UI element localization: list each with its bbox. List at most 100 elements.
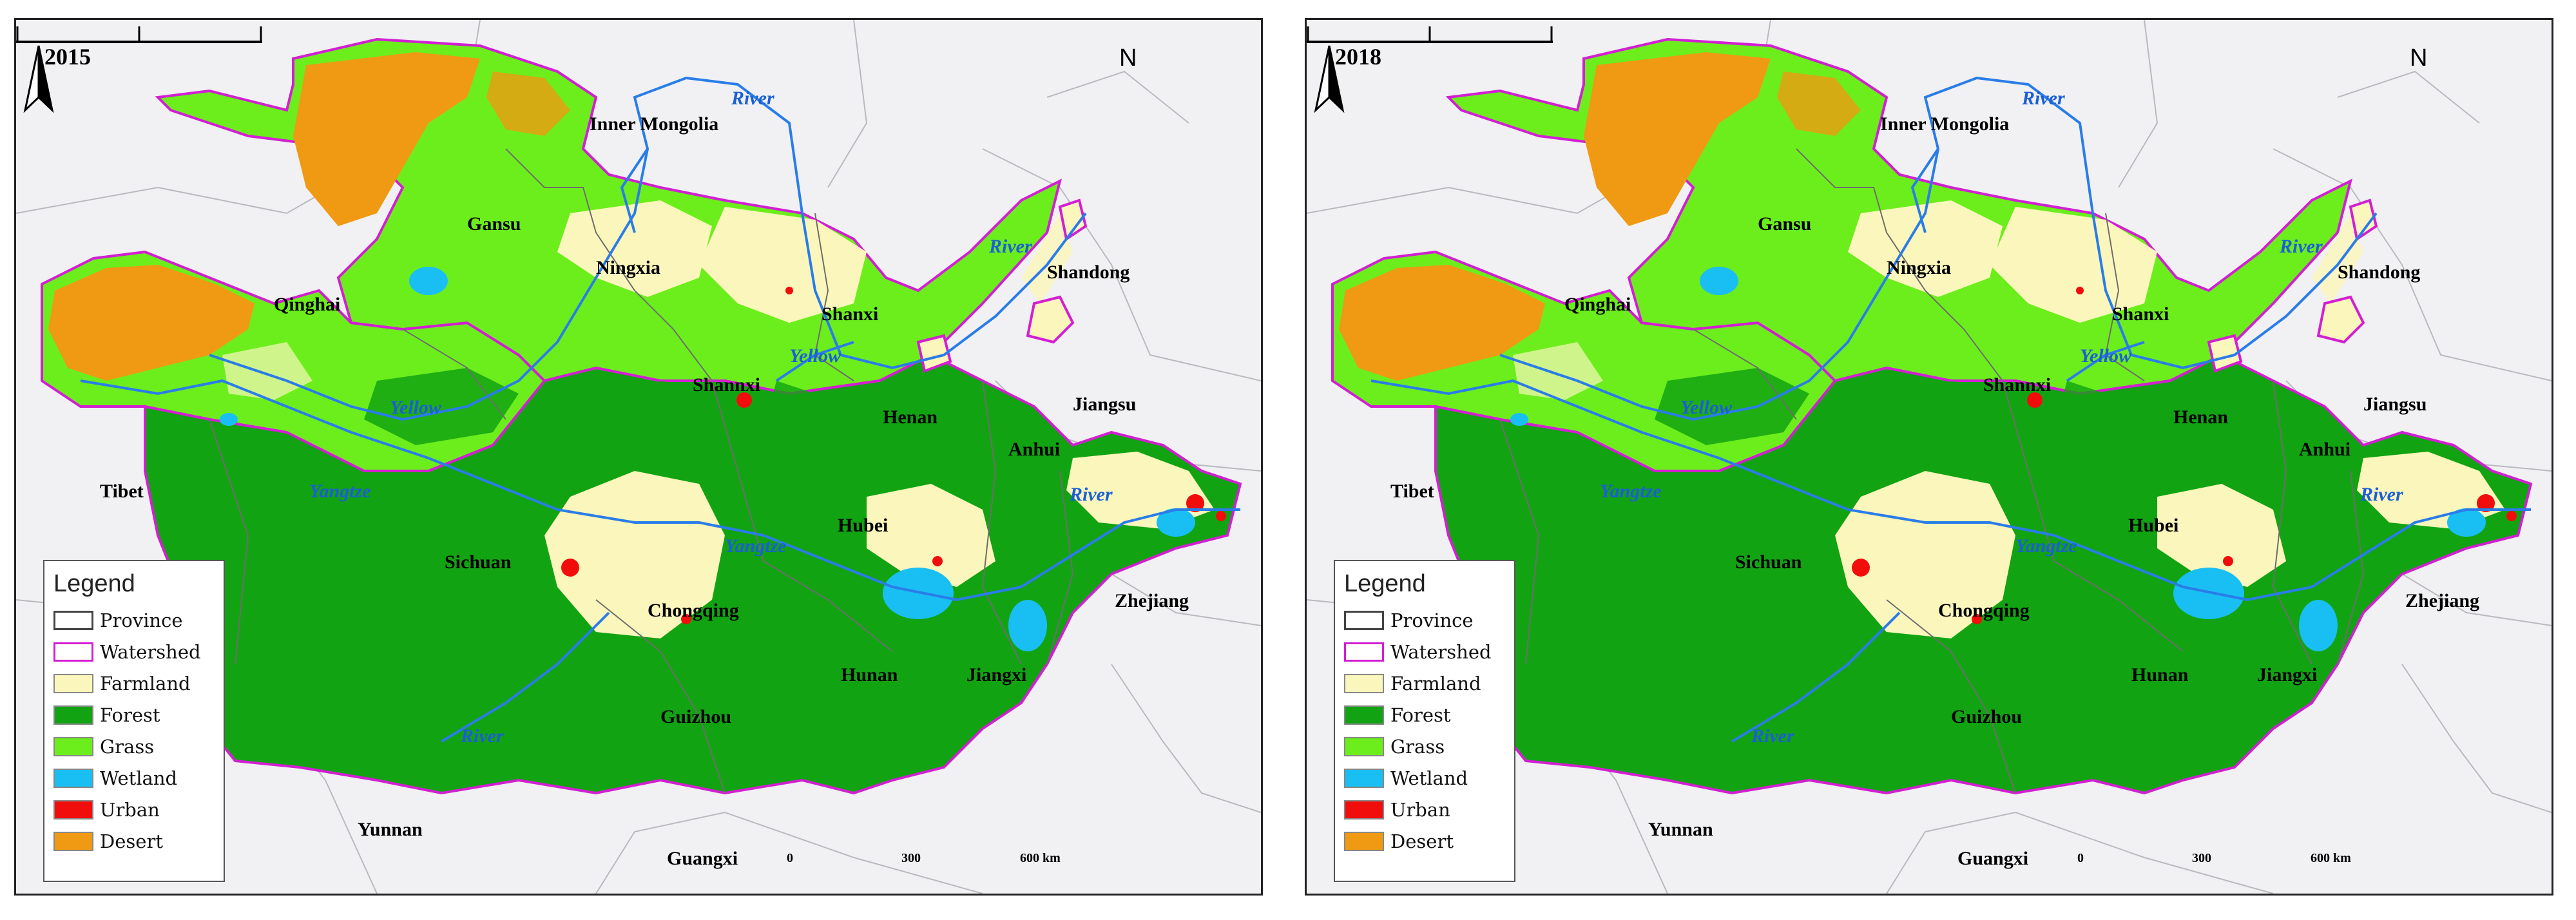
watershed-landcover xyxy=(1331,37,2533,795)
legend-swatch-watershed xyxy=(53,642,93,662)
north-arrow-letter: N xyxy=(1119,44,1137,72)
label-jiangsu: Jiangsu xyxy=(2363,394,2427,415)
label-river-shandong: River xyxy=(989,236,1032,257)
label-river-east: River xyxy=(2360,484,2403,505)
label-sichuan: Sichuan xyxy=(445,551,512,573)
legend-item-wetland: Wetland xyxy=(53,762,224,794)
label-anhui: Anhui xyxy=(1008,439,1061,460)
label-qinghai: Qinghai xyxy=(274,294,341,315)
legend-swatch-forest xyxy=(1344,705,1384,725)
legend-swatch-farmland xyxy=(1344,673,1384,693)
label-hubei: Hubei xyxy=(838,515,889,536)
label-sichuan: Sichuan xyxy=(1735,551,1802,573)
scale-bar xyxy=(1307,26,1553,43)
legend-swatch-desert xyxy=(1344,831,1384,851)
map-year: 2018 xyxy=(1335,44,1381,70)
legend-items: Province Watershed Farmland Forest Grass Wetl… xyxy=(53,604,224,857)
label-jiangsu: Jiangsu xyxy=(1073,394,1137,415)
label-yangtze-west: Yangtze xyxy=(1600,481,1662,502)
legend-label-watershed: Watershed xyxy=(100,640,201,663)
land-use-map xyxy=(16,20,1261,894)
label-shandong: Shandong xyxy=(2338,262,2421,283)
label-yangtze-west: Yangtze xyxy=(309,481,371,502)
legend-label-grass: Grass xyxy=(100,735,155,758)
label-shannxi: Shannxi xyxy=(693,374,761,396)
legend-label-grass: Grass xyxy=(1390,735,1445,758)
label-zhejiang: Zhejiang xyxy=(2405,590,2480,611)
legend-item-farmland: Farmland xyxy=(1344,667,1514,699)
legend-item-urban: Urban xyxy=(1344,794,1514,825)
scale-tick-300: 300 xyxy=(901,851,921,865)
scale-tick-300: 300 xyxy=(2192,851,2211,865)
legend-item-forest: Forest xyxy=(1344,699,1514,731)
label-gansu: Gansu xyxy=(1758,213,1812,235)
scale-bar xyxy=(16,26,262,43)
map-panel-2015: 2015 N Inner Mongolia Gansu Ningxia Qing… xyxy=(14,18,1263,896)
legend-swatch-province xyxy=(1344,610,1384,630)
watershed-landcover xyxy=(41,37,1242,795)
north-arrow-letter: N xyxy=(2410,44,2428,72)
map-panel-2018: 2018 N Inner Mongolia Gansu Ningxia Qing… xyxy=(1305,18,2553,896)
label-hubei: Hubei xyxy=(2128,515,2179,536)
label-guizhou: Guizhou xyxy=(660,706,732,727)
label-jiangxi: Jiangxi xyxy=(2257,664,2318,685)
legend-swatch-wetland xyxy=(53,768,93,788)
legend-label-desert: Desert xyxy=(1390,830,1454,852)
legend-item-grass: Grass xyxy=(1344,731,1514,762)
shandong-outlet xyxy=(1026,295,1075,344)
legend-item-forest: Forest xyxy=(53,699,224,731)
legend-swatch-province xyxy=(53,610,93,630)
label-henan: Henan xyxy=(2173,407,2229,428)
map-legend: Legend Province Watershed Farmland Forest Gr… xyxy=(1334,560,1515,882)
legend-label-forest: Forest xyxy=(1390,704,1451,726)
legend-label-farmland: Farmland xyxy=(100,672,191,695)
label-hunan: Hunan xyxy=(841,664,898,685)
land-use-map xyxy=(1307,20,2552,894)
label-shanxi: Shanxi xyxy=(822,303,879,325)
legend-label-desert: Desert xyxy=(100,830,163,852)
label-yellow-east: Yellow xyxy=(2080,345,2131,367)
legend-label-province: Province xyxy=(1390,609,1474,631)
province-borders xyxy=(1499,148,2365,794)
legend-label-wetland: Wetland xyxy=(100,767,178,789)
legend-swatch-grass xyxy=(53,736,93,756)
label-shandong: Shandong xyxy=(1047,262,1130,283)
scale-tick-600: 600 km xyxy=(2311,851,2351,865)
legend-label-wetland: Wetland xyxy=(1390,767,1468,789)
label-yangtze-middle: Yangtze xyxy=(2015,535,2077,557)
label-qinghai: Qinghai xyxy=(1564,294,1631,315)
legend-item-urban: Urban xyxy=(53,794,224,825)
shandong-outlet xyxy=(2316,295,2365,344)
scale-tick-0: 0 xyxy=(2077,851,2084,865)
legend-swatch-watershed xyxy=(1344,642,1384,662)
legend-item-grass: Grass xyxy=(53,731,224,762)
label-yangtze-middle: Yangtze xyxy=(725,535,787,557)
legend-swatch-farmland xyxy=(53,673,93,693)
label-shannxi: Shannxi xyxy=(1983,374,2052,396)
legend-label-province: Province xyxy=(100,609,183,631)
legend-item-watershed: Watershed xyxy=(53,636,224,667)
legend-swatch-wetland xyxy=(1344,768,1384,788)
label-chongqing: Chongqing xyxy=(1938,600,2030,621)
scale-tick-0: 0 xyxy=(787,851,793,865)
legend-title: Legend xyxy=(1344,570,1426,597)
label-shanxi: Shanxi xyxy=(2112,303,2169,325)
legend-swatch-urban xyxy=(1344,800,1384,819)
legend-item-province: Province xyxy=(53,604,224,636)
scale-tick-600: 600 km xyxy=(1020,851,1061,865)
label-hunan: Hunan xyxy=(2131,664,2189,685)
river-network xyxy=(80,76,1240,743)
label-henan: Henan xyxy=(883,407,938,428)
legend-swatch-grass xyxy=(1344,736,1384,756)
label-inner-mongolia: Inner Mongolia xyxy=(590,113,719,135)
label-yellow-east: Yellow xyxy=(789,345,841,367)
province-borders xyxy=(209,148,1074,794)
label-tibet: Tibet xyxy=(1390,481,1434,502)
legend-label-urban: Urban xyxy=(100,798,160,821)
label-guizhou: Guizhou xyxy=(1951,706,2023,727)
label-ningxia: Ningxia xyxy=(1887,257,1952,278)
label-yellow-west: Yellow xyxy=(1680,397,1732,418)
legend-swatch-forest xyxy=(53,705,93,725)
map-year: 2015 xyxy=(44,44,91,70)
label-river-north: River xyxy=(2022,88,2065,109)
